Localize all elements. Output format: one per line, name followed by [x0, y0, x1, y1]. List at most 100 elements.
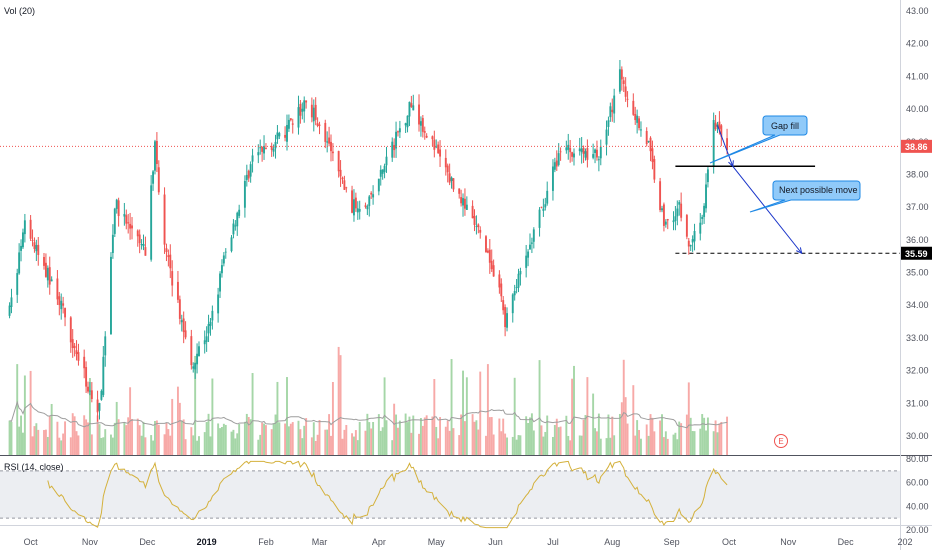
volume-bar [123, 422, 126, 455]
next-move-callout[interactable]: Next possible move [749, 180, 861, 213]
volume-bar [98, 424, 101, 455]
gap-fill-callout[interactable]: Gap fill [709, 115, 808, 164]
volume-bar [131, 418, 133, 455]
volume-bar [316, 434, 319, 455]
candle [264, 143, 267, 150]
candle [519, 267, 522, 286]
volume-bar [450, 359, 453, 455]
volume-bar [341, 438, 344, 455]
time-tick-label: Nov [82, 537, 99, 547]
volume-bar [687, 382, 690, 455]
volume-bar [261, 422, 264, 455]
candle [712, 112, 715, 174]
candle [649, 136, 652, 162]
volume-bar [245, 413, 248, 455]
candle [525, 244, 528, 278]
volume-bar [144, 437, 147, 455]
volume-bar [666, 438, 669, 455]
volume-bar [622, 359, 625, 455]
volume-bar [337, 346, 340, 455]
volume-bar [530, 413, 533, 455]
volume-bar [691, 431, 694, 455]
candle [452, 178, 455, 192]
volume-bar [595, 431, 598, 455]
volume-bar [117, 419, 120, 455]
candle [22, 228, 24, 249]
candle [289, 118, 292, 122]
candle [75, 340, 78, 361]
candle [439, 140, 442, 167]
candle [261, 146, 264, 162]
candle [274, 134, 277, 159]
volume-bar [351, 433, 354, 455]
volume-bar [410, 432, 413, 455]
candle [498, 270, 501, 294]
candle [609, 102, 612, 122]
price-tick-label: 36.00 [906, 235, 929, 245]
volume-bar [8, 420, 11, 455]
volume-bar [479, 371, 482, 455]
volume-bar [291, 422, 294, 455]
candle [60, 293, 63, 320]
candle [50, 276, 53, 282]
candle [10, 288, 13, 314]
candle [538, 207, 541, 237]
volume-bar [551, 436, 554, 455]
volume-bar [597, 413, 600, 455]
time-tick-label: Dec [838, 537, 855, 547]
next-move-callout-shape [749, 180, 861, 213]
volume-bar [463, 421, 466, 455]
candle [71, 329, 74, 358]
earnings-marker[interactable]: E [774, 434, 788, 448]
volume-bar [506, 437, 508, 455]
volume-bar [653, 431, 656, 455]
volume-bar [678, 421, 681, 455]
candle [546, 181, 549, 206]
candle [672, 211, 675, 231]
volume-bar [90, 434, 93, 455]
volume-bar [664, 431, 667, 455]
candle [136, 229, 139, 247]
candle [220, 259, 223, 278]
candle [458, 188, 461, 199]
candle [230, 235, 233, 253]
candle [328, 126, 331, 147]
candle [287, 114, 290, 132]
price-tick-label: 43.00 [906, 6, 929, 16]
volume-bar [234, 438, 237, 455]
volume-bar [203, 432, 206, 455]
candle [18, 243, 21, 275]
volume-bar [142, 421, 145, 455]
current-price-badge: 38.86 [901, 139, 932, 153]
candle [559, 147, 562, 161]
candle [613, 88, 616, 123]
candle [20, 239, 23, 262]
candle [117, 197, 120, 227]
price-axis[interactable]: 43.0042.0041.0040.0039.0038.0037.0036.00… [906, 6, 929, 441]
rsi-indicator-label[interactable]: RSI (14, close) [4, 462, 64, 472]
candle [597, 156, 600, 172]
candle [586, 139, 589, 168]
candle [339, 160, 342, 187]
time-axis[interactable]: Oct Nov Dec 2019 Feb Mar Apr May Jun Jul Aug Sep Oct… [24, 537, 913, 547]
volume-bar [29, 370, 32, 455]
volume-bar [538, 360, 541, 455]
volume-bar [31, 436, 34, 455]
candle [62, 296, 65, 314]
volume-bar [60, 440, 63, 455]
rsi-axis[interactable]: 80.00 60.00 40.00 20.00 [906, 454, 929, 535]
arrow-drawings[interactable] [717, 125, 803, 255]
candle [33, 237, 36, 253]
candle [64, 307, 67, 327]
candle [486, 248, 489, 254]
volume-bar [196, 440, 199, 455]
candle [412, 94, 415, 111]
candle [276, 125, 279, 144]
volume-indicator-label[interactable]: Vol (20) [4, 6, 35, 16]
volume-bar [138, 425, 141, 455]
volume-bar [425, 415, 428, 455]
volume-bar [263, 423, 265, 455]
candle [582, 145, 585, 163]
candle [685, 213, 688, 240]
